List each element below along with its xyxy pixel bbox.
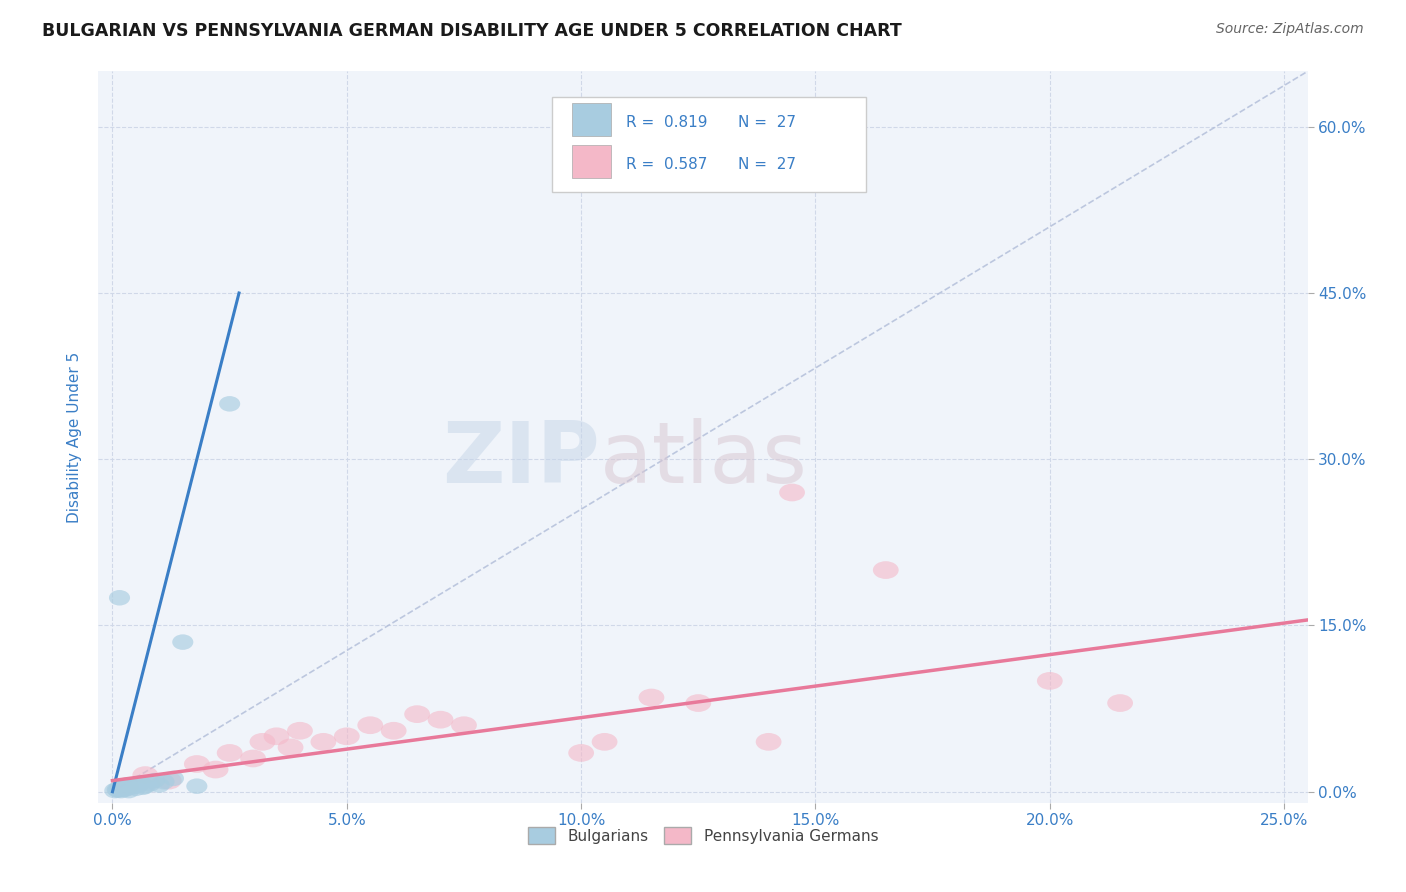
Text: ZIP: ZIP	[443, 417, 600, 500]
Ellipse shape	[184, 756, 209, 772]
Ellipse shape	[110, 780, 131, 797]
FancyBboxPatch shape	[572, 103, 612, 136]
Ellipse shape	[756, 733, 782, 751]
Ellipse shape	[132, 780, 153, 795]
Legend: Bulgarians, Pennsylvania Germans: Bulgarians, Pennsylvania Germans	[522, 822, 884, 850]
Text: Source: ZipAtlas.com: Source: ZipAtlas.com	[1216, 22, 1364, 37]
Ellipse shape	[118, 783, 139, 798]
Ellipse shape	[149, 777, 170, 793]
Ellipse shape	[264, 728, 290, 745]
Ellipse shape	[117, 777, 138, 793]
Ellipse shape	[132, 766, 159, 784]
Ellipse shape	[287, 722, 314, 739]
Ellipse shape	[114, 781, 135, 797]
Ellipse shape	[139, 776, 160, 792]
Ellipse shape	[111, 783, 132, 798]
Ellipse shape	[568, 744, 595, 762]
Ellipse shape	[173, 634, 194, 650]
Ellipse shape	[1108, 694, 1133, 712]
Ellipse shape	[427, 711, 453, 729]
Ellipse shape	[112, 779, 134, 794]
Ellipse shape	[357, 716, 382, 734]
Text: BULGARIAN VS PENNSYLVANIA GERMAN DISABILITY AGE UNDER 5 CORRELATION CHART: BULGARIAN VS PENNSYLVANIA GERMAN DISABIL…	[42, 22, 901, 40]
Ellipse shape	[111, 780, 132, 795]
Ellipse shape	[163, 771, 184, 786]
Ellipse shape	[451, 716, 477, 734]
Ellipse shape	[335, 728, 360, 745]
Ellipse shape	[250, 733, 276, 751]
Ellipse shape	[117, 780, 138, 797]
Ellipse shape	[779, 483, 806, 501]
Y-axis label: Disability Age Under 5: Disability Age Under 5	[66, 351, 82, 523]
Ellipse shape	[240, 749, 266, 767]
Ellipse shape	[686, 694, 711, 712]
Ellipse shape	[187, 779, 208, 794]
Ellipse shape	[202, 761, 229, 779]
Text: R =  0.587: R = 0.587	[626, 157, 707, 172]
Ellipse shape	[873, 561, 898, 579]
Ellipse shape	[381, 722, 406, 739]
Ellipse shape	[1038, 672, 1063, 690]
Ellipse shape	[638, 689, 665, 706]
Ellipse shape	[108, 782, 129, 797]
Ellipse shape	[135, 779, 156, 794]
Ellipse shape	[156, 772, 181, 789]
Ellipse shape	[145, 772, 166, 789]
Ellipse shape	[405, 706, 430, 723]
Text: N =  27: N = 27	[738, 115, 796, 129]
Ellipse shape	[592, 733, 617, 751]
Ellipse shape	[104, 783, 125, 798]
Ellipse shape	[125, 780, 146, 797]
Text: N =  27: N = 27	[738, 157, 796, 172]
Text: atlas: atlas	[600, 417, 808, 500]
FancyBboxPatch shape	[551, 97, 866, 192]
Ellipse shape	[311, 733, 336, 751]
Ellipse shape	[121, 780, 142, 795]
Ellipse shape	[110, 590, 131, 606]
FancyBboxPatch shape	[572, 145, 612, 178]
Ellipse shape	[124, 779, 145, 794]
Text: R =  0.819: R = 0.819	[626, 115, 707, 129]
Ellipse shape	[131, 775, 152, 790]
Ellipse shape	[107, 781, 128, 797]
Ellipse shape	[114, 777, 139, 795]
Ellipse shape	[219, 396, 240, 411]
Ellipse shape	[217, 744, 243, 762]
Ellipse shape	[153, 774, 174, 789]
Ellipse shape	[278, 739, 304, 756]
Ellipse shape	[128, 777, 149, 793]
